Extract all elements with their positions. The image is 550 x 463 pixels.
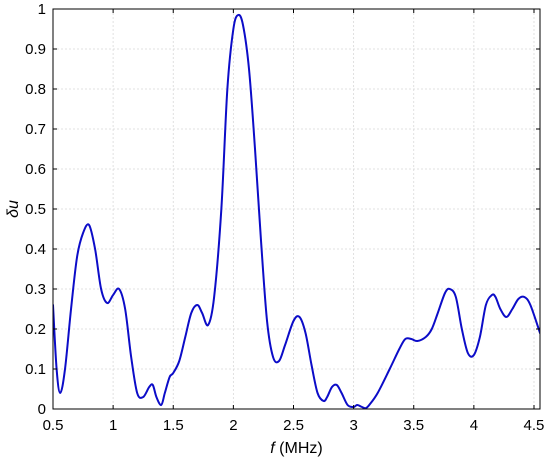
x-axis-label-symbol: f xyxy=(270,440,276,457)
y-tick-labels: 0 0.1 0.2 0.3 0.4 0.5 0.6 0.7 0.8 0.9 1 xyxy=(25,1,46,418)
series-layer xyxy=(53,13,540,409)
x-tick-labels: 0.5 1 1.5 2 2.5 3 3.5 4 4.5 xyxy=(43,417,545,434)
x-axis-label-unit: (MHz) xyxy=(275,440,323,457)
x-axis-label: f (MHz) xyxy=(270,440,322,457)
y-tick-label: 0 xyxy=(38,401,46,418)
x-tick-label: 1 xyxy=(109,417,117,434)
y-tick-label: 0.5 xyxy=(25,201,46,218)
tick-marks xyxy=(52,8,540,410)
x-tick-label: 3 xyxy=(349,417,357,434)
y-axis-label: δu xyxy=(5,200,22,218)
y-tick-label: 0.9 xyxy=(25,41,46,58)
x-tick-label: 3.5 xyxy=(403,417,424,434)
x-tick-label: 0.5 xyxy=(43,417,64,434)
y-axis-label-symbol: δu xyxy=(5,200,22,218)
y-tick-label: 0.6 xyxy=(25,161,46,178)
x-tick-label: 2.5 xyxy=(283,417,304,434)
y-tick-label: 0.2 xyxy=(25,321,46,338)
x-tick-label: 1.5 xyxy=(163,417,184,434)
x-tick-label: 2 xyxy=(229,417,237,434)
y-tick-label: 0.4 xyxy=(25,241,46,258)
y-tick-label: 0.8 xyxy=(25,81,46,98)
y-tick-label: 0.7 xyxy=(25,121,46,138)
y-tick-label: 1 xyxy=(38,1,46,18)
x-tick-label: 4.5 xyxy=(524,417,545,434)
y-tick-label: 0.1 xyxy=(25,361,46,378)
series-line xyxy=(53,13,540,409)
y-tick-label: 0.3 xyxy=(25,281,46,298)
x-tick-label: 4 xyxy=(470,417,478,434)
